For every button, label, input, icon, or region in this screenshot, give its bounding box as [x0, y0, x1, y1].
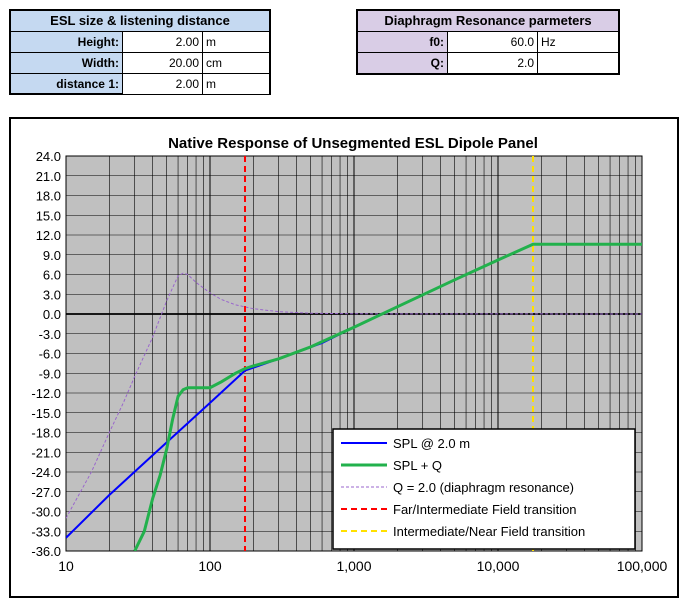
series-spl-q-line	[133, 242, 642, 551]
x-tick-label: 10	[58, 558, 74, 574]
f0-unit: Hz	[538, 32, 618, 52]
distance-unit: m	[203, 74, 269, 94]
legend-label-q-2-0-diaphragm-resonance: Q = 2.0 (diaphragm resonance)	[393, 480, 574, 495]
chart-svg: Native Response of Unsegmented ESL Dipol…	[31, 135, 668, 574]
q-row: Q: 2.0	[358, 53, 618, 73]
height-unit: m	[203, 32, 269, 52]
x-tick-label: 1,000	[336, 558, 371, 574]
y-tick-label: 6.0	[43, 268, 61, 283]
distance-label: distance 1:	[11, 74, 123, 94]
x-tick-label: 10,000	[477, 558, 520, 574]
legend-label-spl-q: SPL + Q	[393, 458, 442, 473]
height-value-cell[interactable]: 2.00	[123, 32, 203, 52]
esl-size-panel-title: ESL size & listening distance	[11, 11, 269, 32]
chart-title: Native Response of Unsegmented ESL Dipol…	[168, 135, 538, 152]
resonance-panel-title: Diaphragm Resonance parmeters	[358, 11, 618, 32]
y-tick-label: 0.0	[43, 307, 61, 322]
y-tick-label: 18.0	[36, 189, 61, 204]
y-tick-label: 12.0	[36, 228, 61, 243]
width-row: Width: 20.00 cm	[11, 53, 269, 74]
width-label: Width:	[11, 53, 123, 73]
height-label: Height:	[11, 32, 123, 52]
chart-frame[interactable]: Native Response of Unsegmented ESL Dipol…	[9, 117, 679, 598]
legend-box	[332, 428, 636, 550]
width-value-cell[interactable]: 20.00	[123, 53, 203, 73]
q-value-cell[interactable]: 2.0	[448, 53, 538, 73]
y-tick-label: 15.0	[36, 208, 61, 223]
legend-label-intermediate-near-field-transition: Intermediate/Near Field transition	[393, 524, 585, 539]
y-tick-label: 3.0	[43, 287, 61, 302]
y-tick-label: -36.0	[31, 544, 61, 559]
y-tick-label: -33.0	[31, 524, 61, 539]
y-tick-label: -15.0	[31, 406, 61, 421]
legend-label-spl-2-0-m: SPL @ 2.0 m	[393, 436, 470, 451]
y-tick-label: 24.0	[36, 149, 61, 164]
q-label: Q:	[358, 53, 448, 73]
series-q-2-0-diaphragm-resonance-line	[66, 272, 642, 519]
f0-label: f0:	[358, 32, 448, 52]
y-tick-label: -9.0	[39, 366, 61, 381]
q-unit	[538, 53, 618, 73]
x-tick-label: 100	[198, 558, 222, 574]
f0-row: f0: 60.0 Hz	[358, 32, 618, 53]
y-tick-label: -21.0	[31, 445, 61, 460]
distance-value-cell[interactable]: 2.00	[123, 74, 203, 94]
y-tick-label: -30.0	[31, 505, 61, 520]
legend-label-far-intermediate-field-transition: Far/Intermediate Field transition	[393, 502, 577, 517]
x-tick-label: 100,000	[617, 558, 668, 574]
y-tick-label: -18.0	[31, 426, 61, 441]
resonance-panel: Diaphragm Resonance parmeters f0: 60.0 H…	[356, 9, 620, 75]
y-tick-label: 21.0	[36, 169, 61, 184]
y-tick-label: -27.0	[31, 485, 61, 500]
y-tick-label: -6.0	[39, 347, 61, 362]
f0-value-cell[interactable]: 60.0	[448, 32, 538, 52]
y-tick-label: 9.0	[43, 248, 61, 263]
height-row: Height: 2.00 m	[11, 32, 269, 53]
width-unit: cm	[203, 53, 269, 73]
y-tick-label: -12.0	[31, 386, 61, 401]
esl-size-panel: ESL size & listening distance Height: 2.…	[9, 9, 271, 95]
y-tick-label: -24.0	[31, 465, 61, 480]
y-tick-label: -3.0	[39, 327, 61, 342]
distance-row: distance 1: 2.00 m	[11, 74, 269, 94]
